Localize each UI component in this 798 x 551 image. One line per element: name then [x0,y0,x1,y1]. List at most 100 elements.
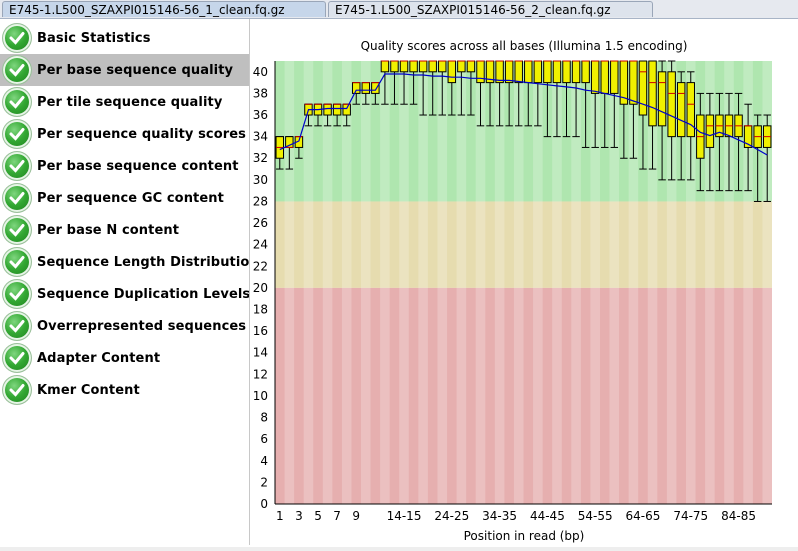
check-circle-icon [3,88,31,116]
quality-box [629,60,638,105]
column-stripe [475,61,486,504]
module-per-base-sequence-quality[interactable]: Per base sequence quality [0,54,249,86]
chart-title: Quality scores across all bases (Illumin… [361,39,688,53]
y-tick-label: 16 [253,324,268,338]
module-label: Per base N content [37,222,180,238]
zone-warning [275,201,772,288]
x-tick-label: 3 [295,509,303,523]
module-sequence-length-distribution[interactable]: Sequence Length Distribution [0,246,249,278]
quality-box [390,60,399,73]
column-stripe [533,61,543,504]
column-stripe [552,61,562,504]
column-stripe [456,61,467,504]
column-stripe [666,61,677,504]
module-label: Per sequence quality scores [37,126,247,142]
x-tick-label: 74-75 [673,509,708,523]
module-label: Basic Statistics [37,30,151,46]
x-tick-label: 1 [276,509,284,523]
x-tick-label: 64-65 [626,509,661,523]
module-label: Per sequence GC content [37,190,224,206]
y-tick-label: 6 [260,432,268,446]
module-per-base-n-content[interactable]: Per base N content [0,214,249,246]
quality-box [323,103,332,116]
column-stripe [743,61,753,504]
module-label: Per base sequence quality [37,62,234,78]
x-tick-label: 9 [352,509,360,523]
module-label: Sequence Length Distribution [37,254,250,270]
column-stripe [628,61,639,504]
quality-box [418,60,428,73]
y-tick-label: 8 [260,411,268,425]
column-stripe [284,61,295,504]
quality-box [638,60,648,116]
column-stripe [322,61,333,504]
quality-box [380,60,390,73]
y-tick-label: 30 [253,173,268,187]
y-tick-label: 36 [253,108,268,122]
module-basic-statistics[interactable]: Basic Statistics [0,22,249,54]
tab-file-2[interactable]: E745-1.L500_SZAXPI015146-56_2_clean.fq.g… [328,1,653,17]
quality-box [571,60,581,84]
quality-box [352,82,361,94]
module-label: Per tile sequence quality [37,94,223,110]
y-tick-label: 38 [253,86,268,100]
quality-box [457,60,466,73]
module-overrepresented-sequences[interactable]: Overrepresented sequences [0,310,249,342]
column-stripe [647,61,658,504]
column-stripe [341,61,352,504]
quality-box [590,60,600,94]
quality-box [466,60,476,73]
quality-box [476,60,485,84]
tab-file-1[interactable]: E745-1.L500_SZAXPI015146-56_1_clean.fq.g… [2,1,326,17]
module-label: Kmer Content [37,382,140,398]
column-stripe [418,61,428,504]
module-label: Overrepresented sequences [37,318,247,334]
y-tick-label: 24 [253,238,268,252]
module-sequence-duplication-levels[interactable]: Sequence Duplication Levels [0,278,249,310]
module-per-sequence-quality-scores[interactable]: Per sequence quality scores [0,118,249,150]
check-circle-icon [3,312,31,340]
x-tick-label: 44-45 [530,509,565,523]
quality-box [533,60,543,84]
report-panel: Basic Statistics Per base sequence quali… [0,19,798,547]
quality-box [504,60,514,84]
module-per-base-sequence-content[interactable]: Per base sequence content [0,150,249,182]
module-list: Basic Statistics Per base sequence quali… [0,19,250,545]
check-circle-icon [3,376,31,404]
quality-box [514,60,523,84]
module-adapter-content[interactable]: Adapter Content [0,342,249,374]
y-tick-label: 34 [253,130,268,144]
check-circle-icon [3,344,31,372]
quality-box [600,60,609,94]
column-stripe [609,61,620,504]
x-tick-label: 14-15 [387,509,422,523]
check-circle-icon [3,184,31,212]
module-per-sequence-gc-content[interactable]: Per sequence GC content [0,182,249,214]
x-tick-label: 54-55 [578,509,613,523]
module-per-tile-sequence-quality[interactable]: Per tile sequence quality [0,86,249,118]
y-tick-label: 26 [253,216,268,230]
quality-box [686,82,695,138]
column-stripe [494,61,505,504]
quality-box [657,71,667,127]
check-circle-icon [3,56,31,84]
quality-box [667,71,676,138]
check-circle-icon [3,280,31,308]
y-tick-label: 14 [253,346,268,360]
mean-line [279,73,768,156]
y-tick-label: 4 [260,454,268,468]
x-tick-label: 34-35 [482,509,517,523]
zone-poor [275,287,772,504]
x-tick-label: 24-25 [434,509,469,523]
column-stripe [762,61,772,504]
column-stripe [705,61,715,504]
quality-box [399,60,409,73]
chart-panel: Quality scores across all bases (Illumin… [250,19,798,547]
module-kmer-content[interactable]: Kmer Content [0,374,249,406]
quality-box [361,82,371,94]
y-tick-label: 18 [253,303,268,317]
quality-box [428,60,437,73]
check-circle-icon [3,248,31,276]
x-axis-label: Position in read (bp) [464,529,585,543]
